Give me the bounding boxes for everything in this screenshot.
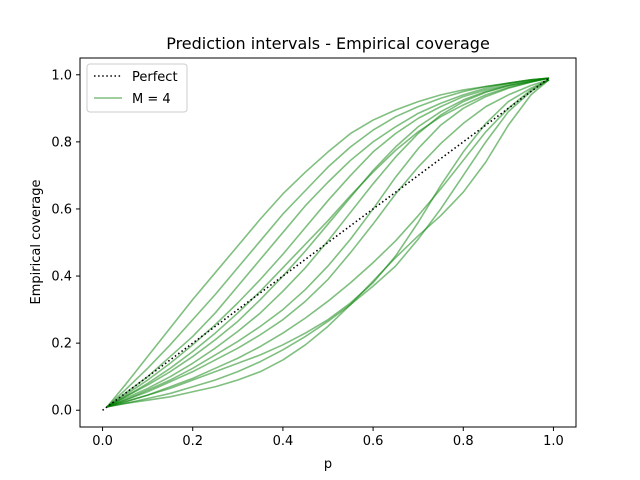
legend-box (86, 63, 188, 113)
x-tick-label: 1.0 (543, 434, 564, 449)
y-tick-label: 0.2 (51, 337, 72, 352)
x-ticks: 0.0 0.2 0.4 0.6 0.8 1.0 (92, 427, 564, 449)
y-tick-label: 1.0 (51, 68, 72, 83)
series-line-2 (106, 77, 550, 408)
y-tick-label: 0.4 (51, 270, 72, 285)
y-ticks: 0.0 0.2 0.4 0.6 0.8 1.0 (51, 68, 80, 419)
x-tick-label: 0.4 (273, 434, 294, 449)
x-axis-label: p (324, 457, 332, 472)
series-line-12 (106, 79, 550, 408)
legend: Perfect M = 4 (86, 63, 188, 113)
series-line-4 (106, 77, 550, 408)
x-tick-label: 0.2 (182, 434, 203, 449)
x-tick-label: 0.0 (92, 434, 113, 449)
perfect-line (102, 77, 550, 411)
plot-frame (79, 57, 577, 428)
perfect-line-group (102, 77, 550, 411)
y-tick-label: 0.8 (51, 135, 72, 150)
y-tick-label: 0.0 (51, 404, 72, 419)
series-line-10 (106, 79, 550, 408)
series-line-9 (106, 79, 550, 408)
y-axis-label: Empirical coverage (29, 180, 44, 305)
series-line-5 (106, 77, 550, 408)
series-line-7 (106, 77, 550, 408)
legend-label-m4: M = 4 (132, 92, 171, 107)
series-line-6 (106, 77, 550, 408)
x-tick-label: 0.8 (453, 434, 474, 449)
series-line-8 (106, 77, 550, 408)
chart-title: Prediction intervals - Empirical coverag… (166, 34, 490, 53)
series-line-13 (106, 79, 550, 408)
x-tick-label: 0.6 (363, 434, 384, 449)
series-group (106, 77, 550, 408)
y-tick-label: 0.6 (51, 202, 72, 217)
series-line-3 (106, 77, 550, 408)
series-line-11 (106, 79, 550, 408)
legend-label-perfect: Perfect (132, 70, 178, 85)
